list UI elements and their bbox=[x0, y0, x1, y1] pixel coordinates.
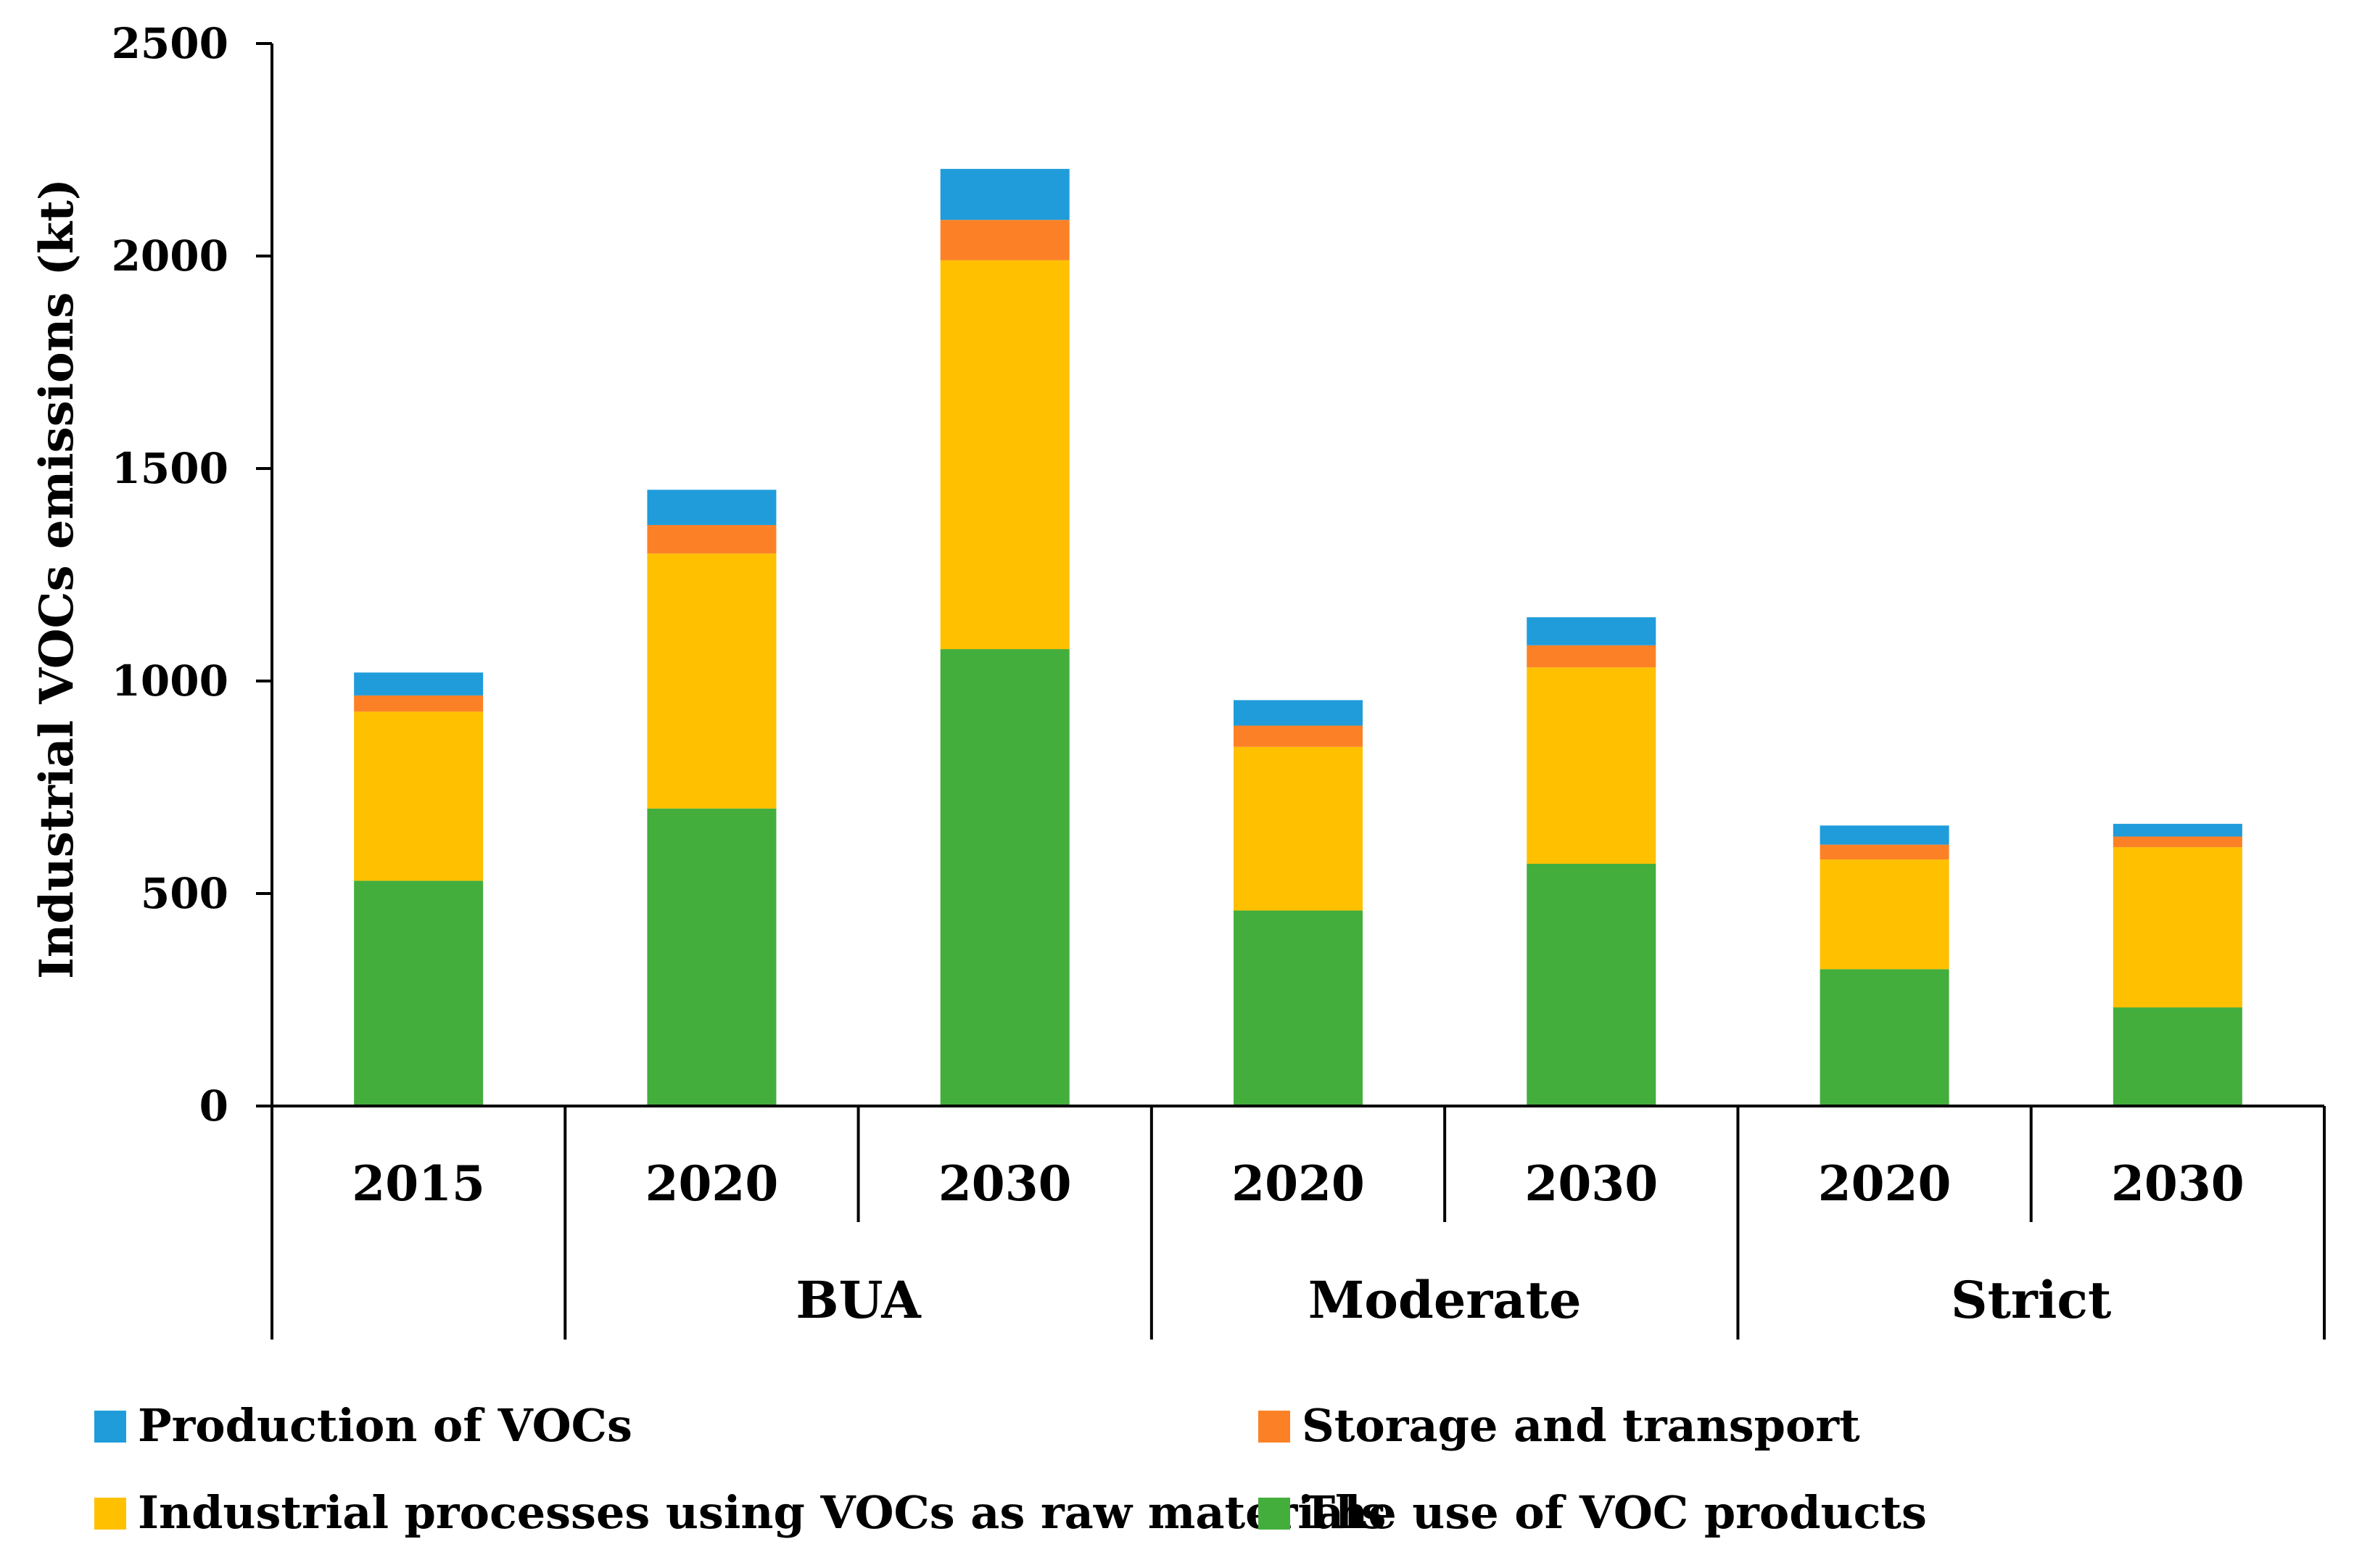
bar-segment-1-3 bbox=[1234, 746, 1363, 911]
bar-segment-1-4 bbox=[1527, 667, 1656, 864]
y-ticks-layer: 0 500 1000 1500 2000 2500 bbox=[112, 19, 272, 1131]
y-tick-label-4: 2000 bbox=[112, 231, 228, 281]
legend-swatch-3 bbox=[94, 1411, 126, 1443]
bar-segment-3-1 bbox=[647, 490, 777, 525]
y-tick-label-3: 1500 bbox=[112, 444, 228, 493]
bar-segment-1-6 bbox=[2113, 847, 2242, 1008]
bar-segment-0-6 bbox=[2113, 1007, 2242, 1106]
bar-segment-0-4 bbox=[1527, 863, 1656, 1106]
x-category-label-0: 2015 bbox=[352, 1155, 485, 1212]
x-category-label-4: 2030 bbox=[1524, 1155, 1658, 1212]
x-category-label-2: 2030 bbox=[938, 1155, 1072, 1212]
legend-swatch-0 bbox=[1258, 1498, 1290, 1530]
bar-segment-3-4 bbox=[1527, 617, 1656, 645]
bar-segment-0-5 bbox=[1820, 969, 1949, 1106]
x-category-label-6: 2030 bbox=[2111, 1155, 2245, 1212]
legend-label-1: Industrial processes using VOCs as raw m… bbox=[138, 1486, 1386, 1539]
legend-swatch-1 bbox=[94, 1498, 126, 1530]
bar-segment-0-3 bbox=[1234, 910, 1363, 1106]
bar-segment-3-0 bbox=[354, 672, 484, 696]
bars-layer bbox=[354, 168, 2242, 1106]
x-group-label-1: BUA bbox=[796, 1270, 922, 1330]
y-axis-label: Industrial VOCs emissions (kt) bbox=[30, 178, 84, 979]
bar-segment-2-5 bbox=[1820, 844, 1949, 860]
bar-segment-2-0 bbox=[354, 695, 484, 712]
x-group-label-3: Strict bbox=[1951, 1270, 2111, 1330]
bar-segment-1-2 bbox=[940, 260, 1070, 650]
legend-label-2: Storage and transport bbox=[1302, 1399, 1860, 1452]
bar-segment-3-2 bbox=[940, 168, 1070, 220]
bar-segment-3-6 bbox=[2113, 823, 2242, 837]
axes-layer bbox=[271, 44, 2326, 1340]
y-tick-label-0: 0 bbox=[199, 1081, 228, 1131]
bar-segment-0-1 bbox=[647, 808, 777, 1106]
bar-segment-1-1 bbox=[647, 553, 777, 809]
y-tick-label-5: 2500 bbox=[112, 19, 228, 68]
x-categories-layer: 2015 2020 2030 2020 2030 2020 2030 BUA Moderate S… bbox=[352, 1155, 2244, 1330]
legend-swatch-2 bbox=[1258, 1411, 1290, 1443]
legend-label-0: The use of VOC products bbox=[1302, 1486, 1927, 1539]
bar-segment-2-3 bbox=[1234, 725, 1363, 747]
bar-segment-1-5 bbox=[1820, 859, 1949, 970]
bar-segment-2-2 bbox=[940, 220, 1070, 260]
legend-label-3: Production of VOCs bbox=[138, 1399, 632, 1452]
y-tick-label-2: 1000 bbox=[112, 656, 228, 706]
x-group-label-2: Moderate bbox=[1308, 1270, 1582, 1330]
legend: Production of VOCs Storage and transport I… bbox=[94, 1399, 1927, 1539]
x-category-label-3: 2020 bbox=[1231, 1155, 1365, 1212]
bar-segment-1-0 bbox=[354, 711, 484, 881]
bar-segment-3-5 bbox=[1820, 825, 1949, 845]
bar-segment-0-2 bbox=[940, 649, 1070, 1106]
bar-segment-2-4 bbox=[1527, 645, 1656, 668]
y-tick-label-1: 500 bbox=[141, 869, 228, 918]
x-category-label-1: 2020 bbox=[645, 1155, 779, 1212]
bar-segment-2-6 bbox=[2113, 836, 2242, 848]
bar-segment-2-1 bbox=[647, 524, 777, 554]
bar-segment-3-3 bbox=[1234, 700, 1363, 726]
x-category-label-5: 2020 bbox=[1818, 1155, 1952, 1212]
bar-segment-0-0 bbox=[354, 880, 484, 1106]
